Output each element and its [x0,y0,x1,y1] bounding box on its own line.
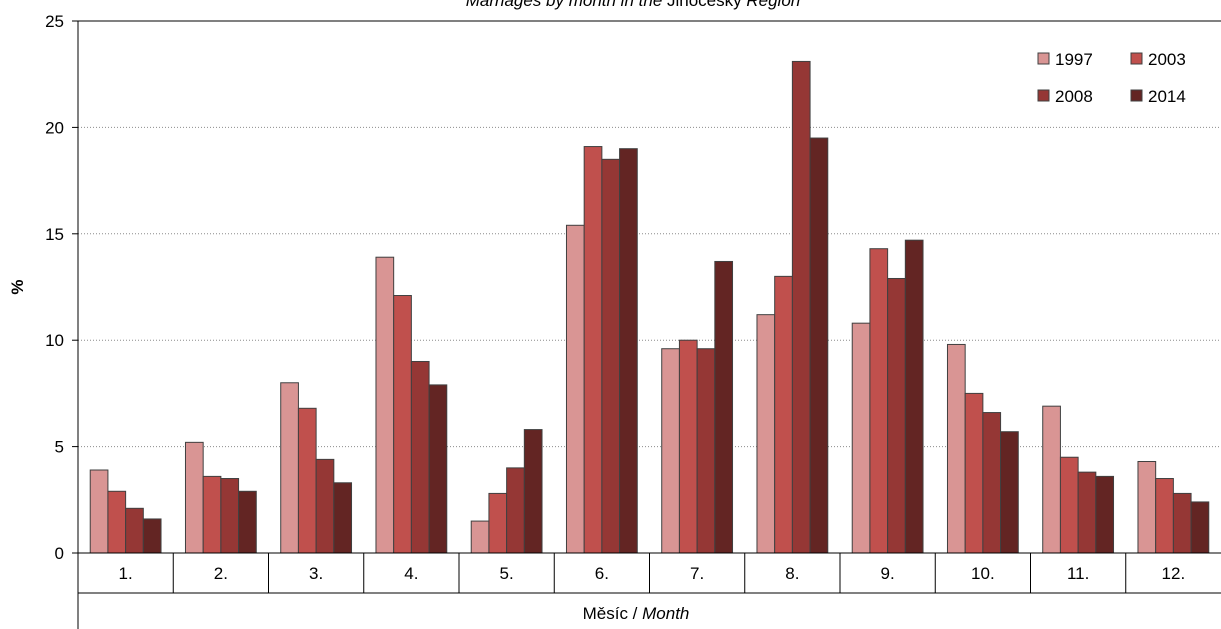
x-axis-label: Měsíc / Month [583,604,690,623]
bar-1997-7 [661,348,680,554]
bar-2008-9 [887,277,906,554]
bar-2008-12 [1172,492,1192,554]
legend-swatch-2008 [1037,89,1050,102]
bar-2003-9 [869,248,889,554]
y-tick-label: 25 [45,12,64,31]
bar-2003-4 [393,295,412,554]
bar-2014-6 [619,148,638,554]
bar-1997-6 [565,224,585,554]
bar-1997-9 [851,322,871,554]
bar-2003-1 [107,490,127,554]
bar-2014-5 [523,429,543,554]
bar-1997-2 [184,441,204,554]
bar-2003-10 [964,392,984,554]
bar-1997-10 [946,343,966,554]
y-tick-label: 0 [55,544,64,563]
x-tick-label: 7. [690,564,704,583]
bar-1997-1 [89,469,109,554]
bar-2008-8 [791,60,811,554]
x-tick-label: 12. [1162,564,1186,583]
bar-2003-2 [202,475,222,554]
bar-2014-11 [1095,475,1115,554]
x-axis-label-part: Měsíc / [583,604,643,623]
bar-1997-4 [375,256,395,554]
bars [89,60,1210,554]
bar-2014-3 [333,482,353,554]
bar-2003-5 [488,492,508,554]
bar-2008-11 [1077,471,1097,554]
x-tick-label: 8. [785,564,799,583]
legend-label-2008: 2008 [1055,87,1093,106]
y-tick-label: 20 [45,118,64,137]
bar-2008-4 [410,360,430,554]
legend-label-1997: 1997 [1055,50,1093,69]
chart-title-part: Marriages by month in the [466,0,667,10]
x-axis-label-part: Month [642,604,689,623]
chart-title: Marriages by month in the Jihočeský Regi… [466,0,801,10]
bar-2003-7 [678,339,698,554]
bar-2008-2 [220,478,240,554]
y-tick-label: 15 [45,225,64,244]
y-axis-label: % [8,279,27,294]
x-tick-label: 4. [404,564,418,583]
bar-2003-11 [1059,456,1079,554]
bar-2008-3 [315,458,335,554]
bar-2003-8 [774,275,793,554]
bar-1997-3 [280,382,299,554]
x-tick-label: 1. [119,564,133,583]
legend: 1997 2003 2008 2014 [1037,50,1186,106]
chart-title-part: Jihočeský [667,0,742,10]
bar-2008-7 [696,348,716,554]
axes [72,20,1221,629]
bar-2003-3 [297,407,317,554]
legend-label-2003: 2003 [1148,50,1186,69]
x-tick-label: 9. [881,564,895,583]
bar-1997-8 [756,314,776,554]
x-tick-label: 3. [309,564,323,583]
x-tick-label: 10. [971,564,995,583]
bar-2014-8 [809,137,829,554]
bar-2008-5 [506,467,525,554]
bar-1997-11 [1042,405,1061,554]
x-tick-label: 6. [595,564,609,583]
legend-label-2014: 2014 [1148,87,1186,106]
grid-lines [78,20,1221,448]
bar-2003-6 [583,146,603,554]
bar-1997-5 [470,520,490,554]
bar-2014-9 [904,239,924,554]
y-tick-label: 5 [55,438,64,457]
bar-2003-12 [1155,478,1174,554]
x-tick-label: 2. [214,564,228,583]
bar-2014-4 [428,384,448,554]
bar-2014-2 [238,490,257,554]
bar-2014-1 [142,518,162,554]
x-tick-label: 11. [1067,564,1089,583]
bar-2014-7 [714,260,734,554]
tick-labels: 0 5 10 15 20 25 1. 2. 3. 4. 5. 6. 7. 8. 9. 10. 11. 12. [45,12,1185,583]
x-tick-label: 5. [500,564,514,583]
bar-2008-10 [982,412,1002,554]
bar-1997-12 [1137,460,1157,554]
y-tick-label: 10 [45,331,64,350]
legend-swatch-1997 [1037,52,1050,65]
bar-2014-10 [1000,431,1019,554]
bar-2014-12 [1190,501,1210,554]
bar-2008-6 [601,158,621,554]
bar-2008-1 [125,507,144,554]
legend-swatch-2003 [1130,52,1143,65]
chart-title-part: Region [742,0,801,10]
legend-swatch-2014 [1130,89,1143,102]
